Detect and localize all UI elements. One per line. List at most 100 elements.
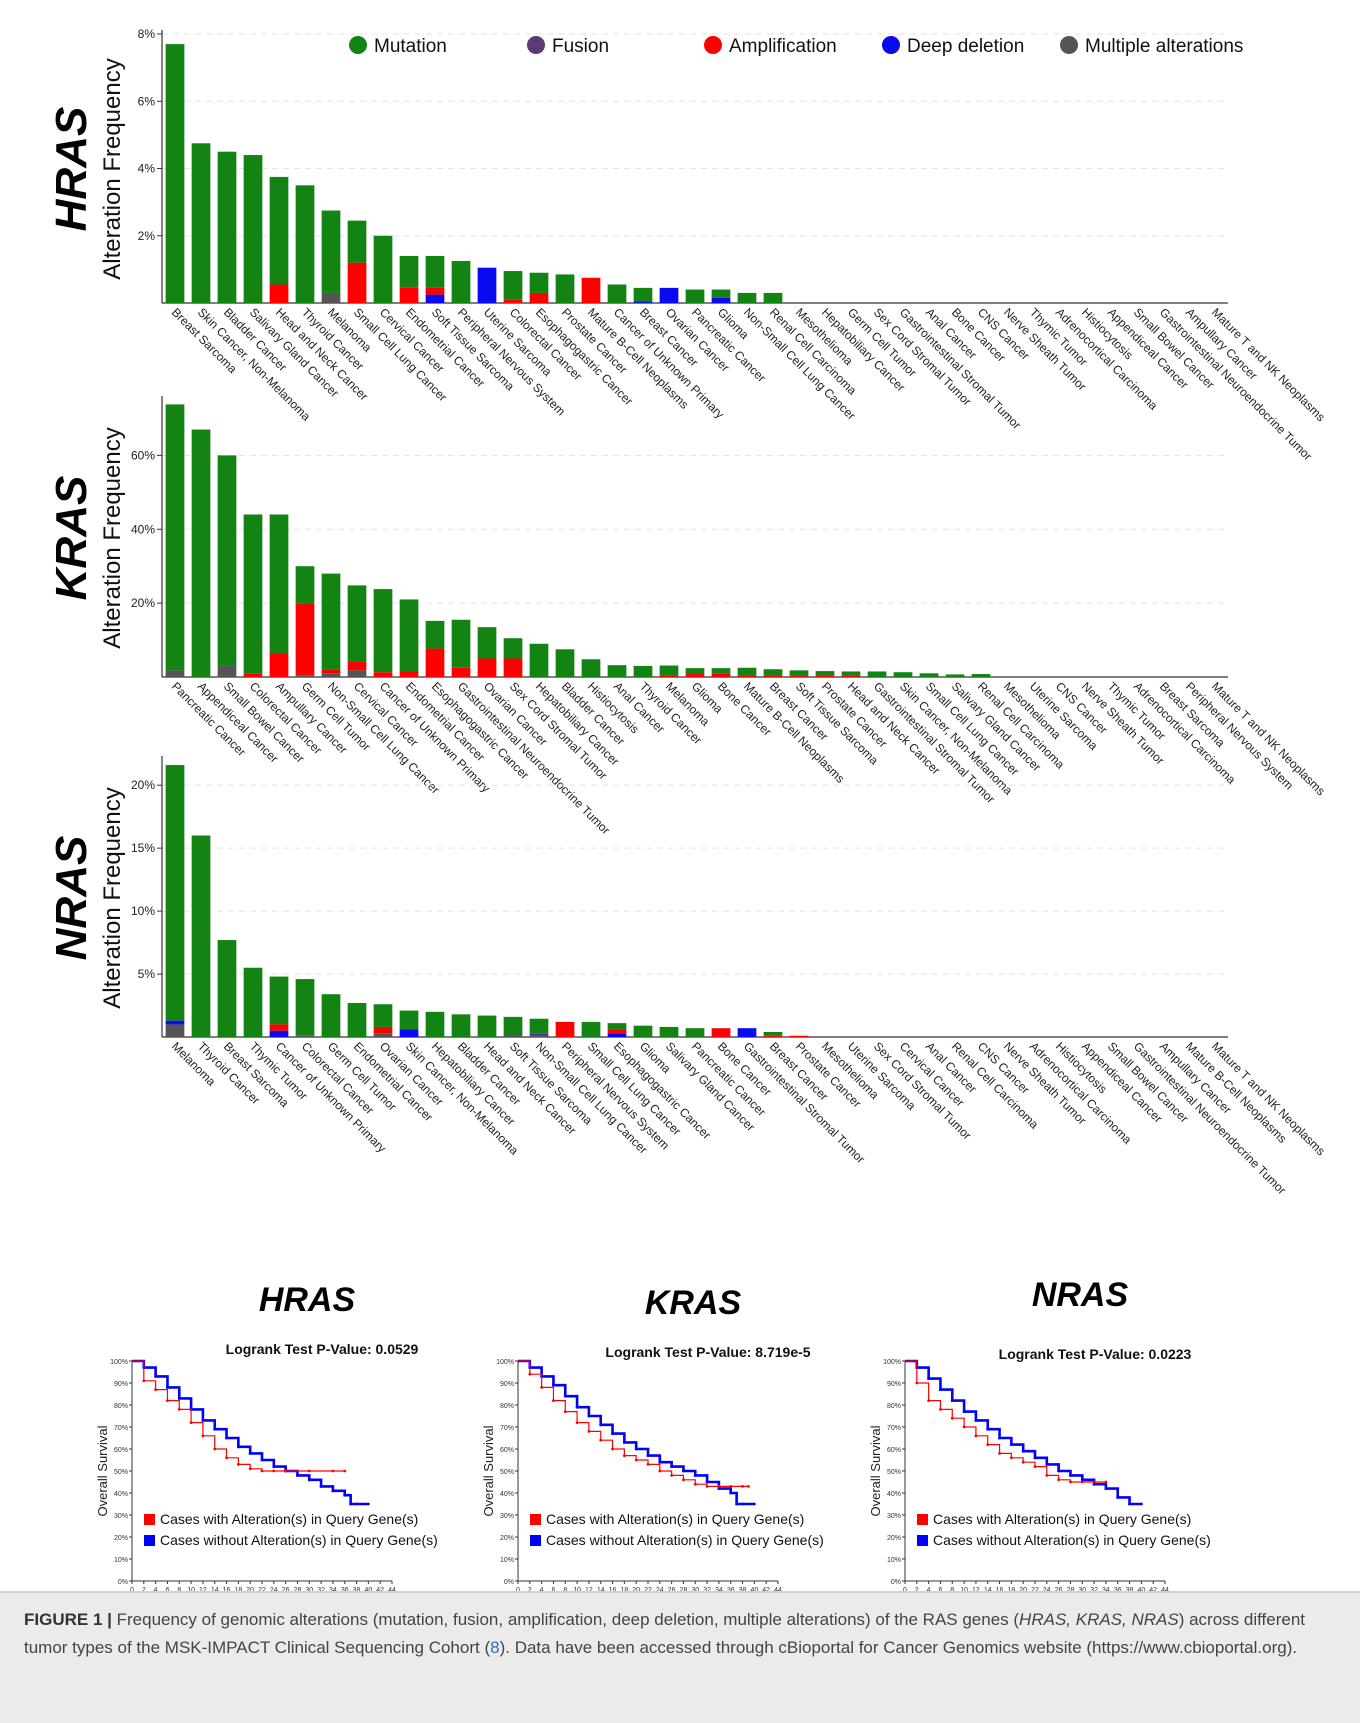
caption-box bbox=[0, 1591, 1360, 1723]
y-axis-label: Alteration Frequency bbox=[99, 787, 126, 1008]
bar-segment bbox=[503, 638, 523, 659]
censor-mark bbox=[670, 1474, 674, 1477]
y-tick-label: 80% bbox=[887, 1403, 901, 1410]
bar-segment bbox=[269, 1024, 289, 1031]
bar-segment bbox=[607, 284, 627, 303]
y-axis-label: Overall Survival bbox=[481, 1425, 496, 1516]
y-tick-label: 10% bbox=[500, 1557, 514, 1564]
censor-mark bbox=[355, 1502, 358, 1506]
x-tick-label: 0 bbox=[516, 1587, 520, 1594]
x-tick-label: 12 bbox=[972, 1587, 980, 1594]
censor-mark bbox=[1033, 1456, 1037, 1460]
censor-mark bbox=[260, 1469, 264, 1473]
x-tick-label: 36 bbox=[1114, 1587, 1122, 1594]
censor-mark bbox=[599, 1438, 603, 1442]
x-tick-label: 14 bbox=[211, 1587, 219, 1594]
censor-mark bbox=[658, 1469, 662, 1473]
censor-mark bbox=[1021, 1460, 1025, 1464]
bar-segment bbox=[269, 176, 289, 285]
bar-segment bbox=[555, 274, 575, 303]
bar-segment bbox=[503, 1016, 523, 1035]
y-tick-label: 20% bbox=[114, 1535, 128, 1542]
y-tick-label: 70% bbox=[500, 1425, 514, 1432]
censor-mark bbox=[177, 1397, 181, 1400]
x-tick-label: 4 bbox=[540, 1587, 544, 1594]
censor-mark bbox=[962, 1410, 966, 1413]
censor-mark bbox=[296, 1474, 299, 1477]
bar-segment bbox=[633, 287, 653, 302]
x-tick-label: 34 bbox=[1102, 1587, 1110, 1594]
survival-plot-hras: HRAS Logrank Test P-Value: 0.0529 0% 10% 20%… bbox=[95, 1281, 438, 1609]
y-tick-label: 0% bbox=[891, 1579, 901, 1586]
figure-caption: FIGURE 1 | Frequency of genomic alterati… bbox=[24, 1606, 1324, 1662]
x-tick-label: 26 bbox=[1055, 1587, 1063, 1594]
bar-segment bbox=[607, 1029, 627, 1034]
bar-segment bbox=[503, 299, 523, 303]
censor-mark bbox=[658, 1460, 662, 1464]
censor-mark bbox=[349, 1502, 353, 1506]
gene-label-kras: KRAS bbox=[47, 476, 96, 601]
censor-mark bbox=[189, 1421, 193, 1424]
survival-legend-swatch bbox=[144, 1514, 155, 1525]
bar-segment bbox=[269, 284, 289, 303]
bar-segment bbox=[685, 1028, 705, 1037]
survival-curve bbox=[518, 1359, 755, 1506]
y-tick-label: 8% bbox=[138, 27, 156, 41]
censor-mark bbox=[1009, 1443, 1013, 1446]
x-tick-label: 36 bbox=[341, 1587, 349, 1594]
censor-mark bbox=[1104, 1487, 1108, 1490]
censor-mark bbox=[225, 1436, 228, 1440]
y-tick-label: 100% bbox=[110, 1359, 128, 1366]
x-tick-label: 2 bbox=[142, 1587, 146, 1594]
survival-legend-swatch bbox=[917, 1514, 928, 1525]
bar-segment bbox=[607, 1033, 627, 1037]
bar-segment bbox=[763, 1035, 783, 1037]
bar-segment bbox=[217, 151, 237, 303]
survival-gene-title: KRAS bbox=[645, 1284, 742, 1322]
censor-mark bbox=[1069, 1480, 1072, 1484]
logrank-title: Logrank Test P-Value: 8.719e-5 bbox=[605, 1344, 810, 1360]
bar-segment bbox=[477, 658, 497, 677]
censor-mark bbox=[693, 1482, 697, 1486]
x-tick-label: 16 bbox=[609, 1587, 617, 1594]
bar-segment bbox=[295, 185, 315, 303]
bar-segment bbox=[737, 675, 757, 677]
bar-segment bbox=[711, 673, 731, 677]
x-tick-label: 28 bbox=[1067, 1587, 1075, 1594]
y-tick-label: 30% bbox=[887, 1513, 901, 1520]
bar-segment bbox=[763, 292, 783, 303]
censor-mark bbox=[166, 1386, 169, 1389]
bar-segment bbox=[243, 155, 263, 303]
x-tick-label: 8 bbox=[950, 1587, 954, 1594]
category-label: Mature B-Cell Neoplasms bbox=[1183, 1039, 1290, 1146]
legend-item-fusion: Fusion bbox=[527, 36, 609, 57]
x-tick-label: 10 bbox=[960, 1587, 968, 1594]
bar-segment bbox=[555, 649, 575, 677]
y-tick-label: 40% bbox=[500, 1491, 514, 1498]
bar-segment bbox=[347, 670, 367, 677]
censor-mark bbox=[705, 1485, 709, 1488]
y-axis-label: Alteration Frequency bbox=[99, 427, 126, 648]
censor-mark bbox=[1009, 1456, 1013, 1460]
censor-mark bbox=[1080, 1478, 1084, 1482]
bar-segment bbox=[529, 1033, 549, 1035]
censor-mark bbox=[634, 1447, 638, 1451]
censor-mark bbox=[307, 1469, 311, 1473]
y-tick-label: 80% bbox=[114, 1403, 128, 1410]
caption-ref: 8 bbox=[490, 1638, 500, 1657]
censor-mark bbox=[622, 1454, 626, 1457]
bar-segment bbox=[503, 1034, 523, 1037]
censor-mark bbox=[611, 1447, 614, 1451]
legend-marker bbox=[882, 36, 900, 54]
censor-mark bbox=[528, 1372, 532, 1376]
bar-chart-nras: 5%10%15%20%Alteration FrequencyNRASMelan… bbox=[47, 756, 1328, 1197]
survival-legend-swatch bbox=[144, 1535, 155, 1546]
bar-segment bbox=[763, 675, 783, 677]
censor-mark bbox=[752, 1502, 756, 1506]
caption-text-1: Frequency of genomic alterations (mutati… bbox=[111, 1610, 1020, 1629]
censor-mark bbox=[682, 1469, 685, 1473]
censor-mark bbox=[735, 1502, 739, 1506]
bar-segment bbox=[399, 671, 419, 677]
bar-segment bbox=[841, 671, 861, 676]
y-tick-label: 6% bbox=[138, 94, 156, 108]
